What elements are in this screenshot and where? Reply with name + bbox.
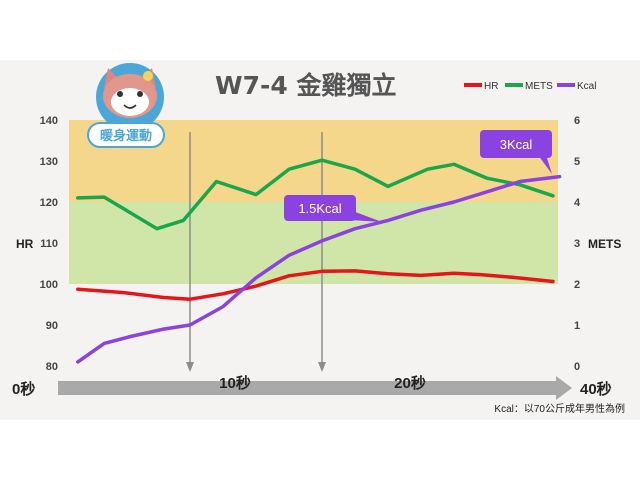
right-tick: 0	[574, 361, 580, 373]
left-tick: 90	[46, 320, 58, 332]
series-line-mets	[76, 158, 555, 231]
callout-3kcal: 3Kcal	[480, 130, 552, 174]
left-tick: 110	[40, 238, 58, 250]
left-tick: 140	[40, 115, 58, 127]
time-axis: 0秒 10秒 20秒 40秒	[12, 374, 612, 400]
right-tick: 4	[574, 197, 581, 209]
series-line-hr	[76, 269, 555, 301]
time-marker-arrow	[318, 362, 326, 372]
legend: HR METS Kcal	[464, 81, 596, 92]
time-label: 10秒	[219, 374, 251, 392]
slide: 暖身運動 W7-4 金雞獨立 HR METS Kcal 140 130 120 …	[0, 60, 640, 420]
callout-label: 3Kcal	[500, 137, 533, 152]
series-layer	[76, 158, 562, 364]
right-tick: 5	[574, 156, 580, 168]
right-axis-label: METS	[588, 237, 621, 251]
right-tick: 1	[574, 320, 580, 332]
callout-1-5kcal: 1.5Kcal	[284, 195, 382, 222]
left-tick: 80	[46, 361, 58, 373]
right-tick: 2	[574, 279, 580, 291]
mascot-badge: 暖身運動	[87, 63, 165, 148]
badge-label: 暖身運動	[100, 128, 152, 143]
footnote: Kcal：以70公斤成年男性為例	[494, 402, 625, 415]
chart-title: W7-4 金雞獨立	[215, 71, 396, 100]
legend-label-mets: METS	[525, 81, 553, 92]
right-tick: 6	[574, 115, 580, 127]
time-arrow	[58, 376, 572, 400]
right-axis: 6 5 4 3 2 1 0 METS	[574, 115, 621, 373]
left-tick: 100	[40, 279, 58, 291]
cat-mascot-icon	[103, 68, 157, 118]
left-axis: 140 130 120 110 100 90 80 HR	[16, 115, 58, 373]
callout-label: 1.5Kcal	[298, 201, 341, 216]
left-tick: 120	[40, 197, 58, 209]
right-tick: 3	[574, 238, 580, 250]
time-label: 20秒	[394, 374, 426, 392]
time-label: 0秒	[12, 380, 35, 398]
series-line-kcal	[76, 174, 562, 364]
left-tick: 130	[40, 156, 58, 168]
time-label: 40秒	[580, 380, 612, 398]
legend-label-hr: HR	[484, 81, 498, 92]
time-marker-arrow	[186, 362, 194, 372]
left-axis-label: HR	[16, 237, 34, 251]
chart-canvas: 暖身運動 W7-4 金雞獨立 HR METS Kcal 140 130 120 …	[12, 63, 625, 415]
legend-label-kcal: Kcal	[577, 81, 596, 92]
